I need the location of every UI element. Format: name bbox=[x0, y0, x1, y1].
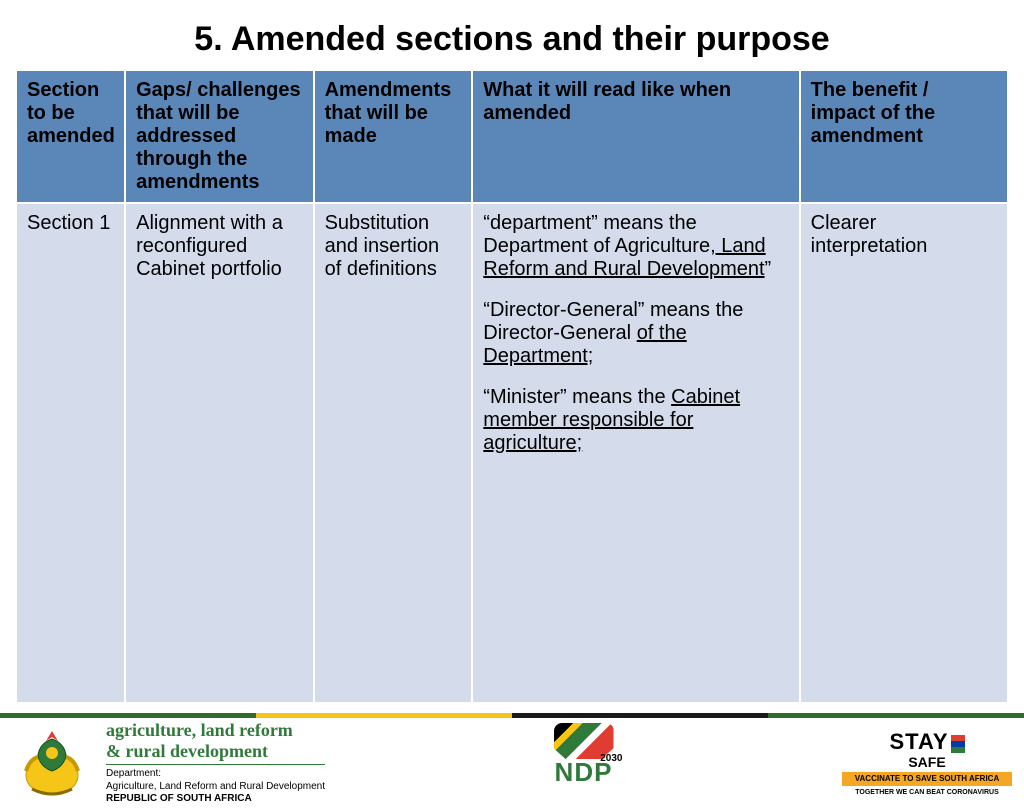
col-header-gaps: Gaps/ challenges that will be addressed … bbox=[125, 70, 313, 203]
stripe-seg bbox=[256, 713, 512, 718]
stay-top-text: STAY bbox=[889, 731, 948, 753]
col-header-amendments: Amendments that will be made bbox=[314, 70, 473, 203]
footer-stripe bbox=[0, 713, 1024, 718]
col-header-benefit: The benefit / impact of the amendment bbox=[800, 70, 1008, 203]
footer-bar: agriculture, land reform & rural develop… bbox=[0, 718, 1024, 808]
dept-label: Department: bbox=[106, 768, 325, 781]
stay-together: TOGETHER WE CAN BEAT CORONAVIRUS bbox=[842, 789, 1012, 796]
cell-section: Section 1 bbox=[16, 203, 125, 703]
stay-safe: SAFE bbox=[842, 755, 1012, 769]
stay-vaccinate: VACCINATE TO SAVE SOUTH AFRICA bbox=[842, 772, 1012, 786]
ndp-year: 2030 bbox=[600, 753, 622, 764]
footer: agriculture, land reform & rural develop… bbox=[0, 713, 1024, 808]
readlike-para-1: “department” means the Department of Agr… bbox=[483, 212, 788, 281]
amendments-table-wrap: Section to be amended Gaps/ challenges t… bbox=[0, 69, 1024, 704]
department-text: agriculture, land reform & rural develop… bbox=[106, 720, 325, 806]
ndp-logo: 2030 NDP bbox=[539, 723, 629, 803]
readlike-p1-b: ” bbox=[765, 258, 772, 280]
stripe-seg bbox=[768, 713, 1024, 718]
coat-of-arms-icon bbox=[12, 723, 92, 803]
col-header-readlike: What it will read like when amended bbox=[472, 70, 799, 203]
dept-main-2: & rural development bbox=[106, 741, 325, 762]
readlike-p3-a: “Minister” means the bbox=[483, 386, 671, 408]
readlike-p1-a: “department” means the Department of Agr… bbox=[483, 212, 710, 257]
stay-safe-logo: STAY SAFE VACCINATE TO SAVE SOUTH AFRICA… bbox=[842, 731, 1012, 796]
cell-benefit: Clearer interpretation bbox=[800, 203, 1008, 703]
page-title: 5. Amended sections and their purpose bbox=[0, 0, 1024, 69]
sa-flag-icon bbox=[951, 735, 965, 753]
table-header-row: Section to be amended Gaps/ challenges t… bbox=[16, 70, 1008, 203]
col-header-section: Section to be amended bbox=[16, 70, 125, 203]
readlike-para-3: “Minister” means the Cabinet member resp… bbox=[483, 386, 788, 455]
readlike-para-2: “Director-General” means the Director-Ge… bbox=[483, 299, 788, 368]
stripe-seg bbox=[512, 713, 768, 718]
dept-rsa: REPUBLIC OF SOUTH AFRICA bbox=[106, 793, 325, 806]
dept-line2: Agriculture, Land Reform and Rural Devel… bbox=[106, 781, 325, 794]
cell-gaps: Alignment with a reconfigured Cabinet po… bbox=[125, 203, 313, 703]
table-row: Section 1 Alignment with a reconfigured … bbox=[16, 203, 1008, 703]
stripe-seg bbox=[0, 713, 256, 718]
cell-readlike: “department” means the Department of Agr… bbox=[472, 203, 799, 703]
readlike-p2-a: “Director-General” means the Director-Ge… bbox=[483, 299, 743, 344]
stay-top: STAY bbox=[842, 731, 1012, 753]
dept-main-1: agriculture, land reform bbox=[106, 720, 325, 741]
dept-sub: Department: Agriculture, Land Reform and… bbox=[106, 764, 325, 806]
slide: 5. Amended sections and their purpose Se… bbox=[0, 0, 1024, 808]
cell-amendments: Substitution and insertion of definition… bbox=[314, 203, 473, 703]
amendments-table: Section to be amended Gaps/ challenges t… bbox=[15, 69, 1009, 704]
